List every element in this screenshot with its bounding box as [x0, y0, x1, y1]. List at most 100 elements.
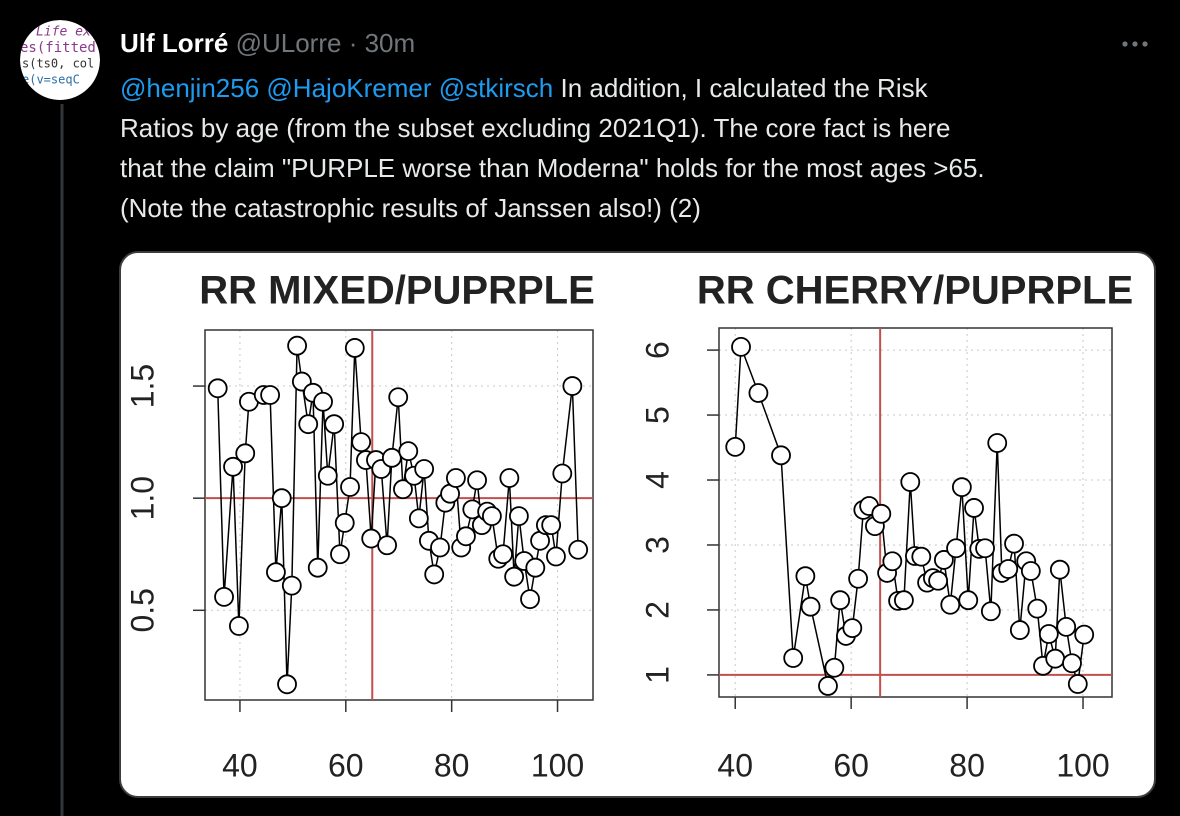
data-point	[975, 538, 995, 559]
y-tick-label: 6	[639, 341, 675, 359]
x-tick-label: 100	[1056, 747, 1109, 783]
data-point	[546, 546, 566, 567]
data-point	[1049, 559, 1070, 580]
data-point	[334, 512, 355, 533]
data-point	[964, 498, 984, 518]
text-line: that the claim "PURPLE worse than Modern…	[120, 153, 985, 183]
timestamp[interactable]: 30m	[364, 28, 416, 58]
data-point	[381, 447, 402, 468]
data-point	[1045, 648, 1066, 669]
data-point	[951, 477, 972, 498]
data-point	[313, 391, 333, 412]
separator: ·	[348, 28, 358, 58]
text-line: @henjin256 @HajoKremer @stkirsch In addi…	[120, 68, 985, 108]
data-point	[340, 477, 360, 497]
data-point	[911, 546, 932, 567]
mention[interactable]: @HajoKremer	[266, 73, 432, 103]
dot	[1142, 41, 1148, 47]
avatar-text: e(v=seqC	[22, 73, 80, 87]
x-tick-label: 60	[328, 747, 364, 783]
x-tick-label: 60	[833, 747, 869, 783]
data-point	[928, 570, 949, 591]
data-point	[408, 508, 429, 529]
data-point	[424, 564, 445, 585]
data-point	[277, 674, 297, 695]
data-point	[271, 488, 292, 509]
data-point	[818, 676, 838, 696]
data-point	[800, 596, 821, 617]
mention[interactable]: @stkirsch	[438, 73, 554, 103]
mention[interactable]: @henjin256	[120, 73, 260, 103]
handle[interactable]: @ULorre	[235, 28, 342, 58]
more-button[interactable]	[1122, 41, 1148, 47]
chart-title: RR MIXED/PUPRPLE	[199, 269, 595, 313]
y-tick-label: 0.5	[124, 588, 160, 632]
data-point	[287, 335, 308, 356]
y-tick-label: 1	[639, 666, 675, 684]
data-point	[324, 414, 345, 435]
chart: RR CHERRY/PUPRPLE 40 60 80 100 1 2 3 4 5 6	[639, 269, 1133, 784]
data-point	[1020, 561, 1041, 581]
data-point	[493, 544, 513, 565]
data-point	[934, 550, 954, 570]
data-point	[987, 433, 1008, 453]
y-tick-label: 2	[639, 601, 675, 619]
plot-frame	[718, 327, 1113, 698]
data-point	[520, 589, 540, 609]
data-point	[351, 432, 372, 453]
author-name[interactable]: Ulf Lorré	[120, 28, 229, 58]
data-point	[830, 590, 851, 611]
data-point	[344, 338, 365, 358]
data-point	[980, 601, 1001, 622]
data-point	[940, 594, 961, 615]
data-point	[562, 376, 583, 396]
x-tick-label: 40	[717, 747, 753, 783]
data-point	[900, 472, 921, 492]
chart-title: RR CHERRY/PUPRPLE	[697, 269, 1133, 313]
data-point	[771, 445, 791, 466]
data-point	[1062, 653, 1082, 674]
data-point	[824, 657, 845, 678]
data-point	[1067, 674, 1088, 694]
data-point	[223, 456, 243, 477]
data-point	[228, 616, 249, 636]
avatar[interactable]: Life ex es(fitted( s(ts0, col e(v=seqC	[20, 20, 104, 100]
avatar-bg	[20, 20, 100, 100]
data-point	[481, 506, 502, 527]
data-point	[731, 336, 751, 357]
data-point	[725, 436, 746, 457]
data-point	[414, 459, 435, 479]
avatar-text: es(fitted(	[20, 40, 104, 56]
data-point	[377, 535, 397, 556]
data-point	[946, 538, 966, 559]
dot	[1132, 41, 1138, 47]
text-line: (Note the catastrophic results of Jansse…	[120, 193, 701, 223]
data-point	[748, 383, 769, 403]
data-point	[499, 468, 520, 488]
data-point	[508, 506, 529, 527]
data-point	[446, 468, 466, 488]
data-point	[1074, 624, 1095, 645]
data-point	[1004, 533, 1024, 554]
data-point	[281, 575, 302, 596]
x-tick-label: 80	[949, 747, 985, 783]
data-point	[1009, 620, 1030, 640]
data-point	[330, 544, 350, 565]
tweet-header: Ulf Lorré @ULorre · 30m	[120, 28, 415, 59]
data-point	[398, 441, 419, 461]
data-point	[998, 559, 1019, 579]
avatar-text: Life ex	[36, 25, 91, 40]
data-point	[260, 385, 281, 405]
y-tick-label: 3	[639, 536, 675, 554]
data-point	[504, 566, 525, 587]
media-card[interactable]	[119, 251, 1156, 798]
data-point	[456, 526, 476, 547]
data-point	[393, 479, 413, 500]
plot-frame	[204, 329, 594, 701]
y-tick-label: 1.0	[124, 476, 160, 520]
data-point	[871, 503, 892, 524]
data-point	[266, 562, 286, 583]
x-tick-label: 40	[222, 747, 258, 783]
